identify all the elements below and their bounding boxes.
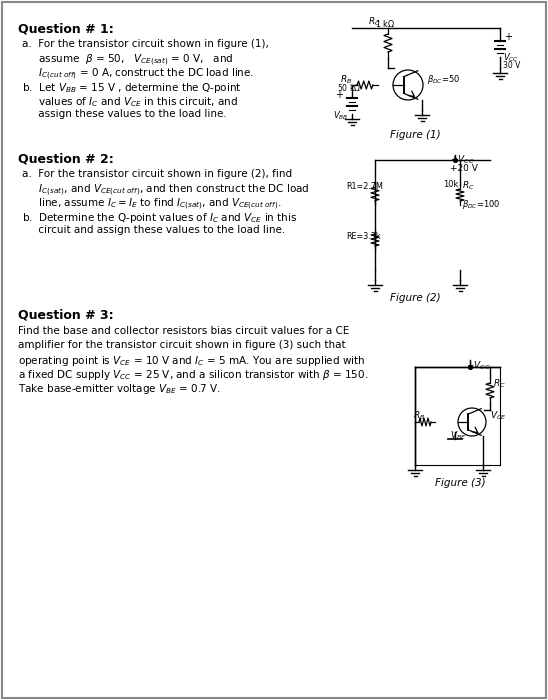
Text: assume  $\beta$ = 50,   $V_{CE(sat)}$ = 0 V,   and: assume $\beta$ = 50, $V_{CE(sat)}$ = 0 V… [22,53,233,69]
Text: b.  Determine the Q-point values of $I_C$ and $V_{CE}$ in this: b. Determine the Q-point values of $I_C$… [22,211,298,225]
Text: +20 V: +20 V [450,164,478,173]
Text: amplifier for the transistor circuit shown in figure (3) such that: amplifier for the transistor circuit sho… [18,340,346,350]
Text: Figure (1): Figure (1) [390,130,441,140]
Text: $R_B$: $R_B$ [413,410,425,423]
Text: +$V_{CC}$: +$V_{CC}$ [450,154,475,167]
Text: values of $I_C$ and $V_{CE}$ in this circuit, and: values of $I_C$ and $V_{CE}$ in this cir… [22,95,238,108]
Text: Question # 3:: Question # 3: [18,308,113,321]
Text: $I_{C(cut\ off)}$ = 0 A, construct the DC load line.: $I_{C(cut\ off)}$ = 0 A, construct the D… [22,67,254,83]
Text: Figure (3): Figure (3) [435,478,486,488]
Text: $\beta_{DC}$=50: $\beta_{DC}$=50 [427,73,460,86]
Text: $V_{CC}$: $V_{CC}$ [503,51,519,64]
Text: Take base-emitter voltage $V_{BE}$ = 0.7 V.: Take base-emitter voltage $V_{BE}$ = 0.7… [18,382,221,396]
Text: R1=2.7M: R1=2.7M [346,182,383,191]
Text: $R_C$: $R_C$ [462,180,475,193]
Text: $R_C$: $R_C$ [368,15,381,28]
Text: assign these values to the load line.: assign these values to the load line. [22,109,227,119]
Text: Figure (2): Figure (2) [390,293,441,303]
Text: $V_{BB}$: $V_{BB}$ [333,109,349,122]
Text: 1 k$\Omega$: 1 k$\Omega$ [375,18,395,29]
Text: $V_{CE}$: $V_{CE}$ [490,409,506,421]
Text: a.  For the transistor circuit shown in figure (1),: a. For the transistor circuit shown in f… [22,39,269,49]
Text: RE=3.3k: RE=3.3k [346,232,380,241]
Text: +$V_{CC}$: +$V_{CC}$ [466,360,490,372]
Text: a.  For the transistor circuit shown in figure (2), find: a. For the transistor circuit shown in f… [22,169,292,179]
Text: +: + [504,32,512,42]
Text: b.  Let $V_{BB}$ = 15 V , determine the Q-point: b. Let $V_{BB}$ = 15 V , determine the Q… [22,81,242,95]
Text: Question # 2:: Question # 2: [18,152,114,165]
Text: a fixed DC supply $V_{CC}$ = 25 V, and a silicon transistor with $\beta$ = 150.: a fixed DC supply $V_{CC}$ = 25 V, and a… [18,368,368,382]
Text: 30 V: 30 V [503,61,521,70]
Text: $V_{BE}$: $V_{BE}$ [450,430,466,442]
Text: line, assume $I_C = I_E$ to find $I_{C(sat)}$, and $V_{CE(cut\ off)}$.: line, assume $I_C = I_E$ to find $I_{C(s… [22,197,281,212]
Text: $R_C$: $R_C$ [493,378,506,391]
Text: Find the base and collector resistors bias circuit values for a CE: Find the base and collector resistors bi… [18,326,350,336]
Text: operating point is $V_{CE}$ = 10 V and $I_C$ = 5 mA. You are supplied with: operating point is $V_{CE}$ = 10 V and $… [18,354,366,368]
Text: $\beta_{DC}$=100: $\beta_{DC}$=100 [462,198,500,211]
Text: circuit and assign these values to the load line.: circuit and assign these values to the l… [22,225,286,235]
Text: +: + [335,90,343,100]
Text: 10k: 10k [443,180,458,189]
Text: 50 k$\Omega$: 50 k$\Omega$ [337,82,361,93]
Text: $R_B$: $R_B$ [340,73,352,85]
Text: Question # 1:: Question # 1: [18,22,114,35]
Text: $I_{C(sat)}$, and $V_{CE(cut\ off)}$, and then construct the DC load: $I_{C(sat)}$, and $V_{CE(cut\ off)}$, an… [22,183,310,198]
